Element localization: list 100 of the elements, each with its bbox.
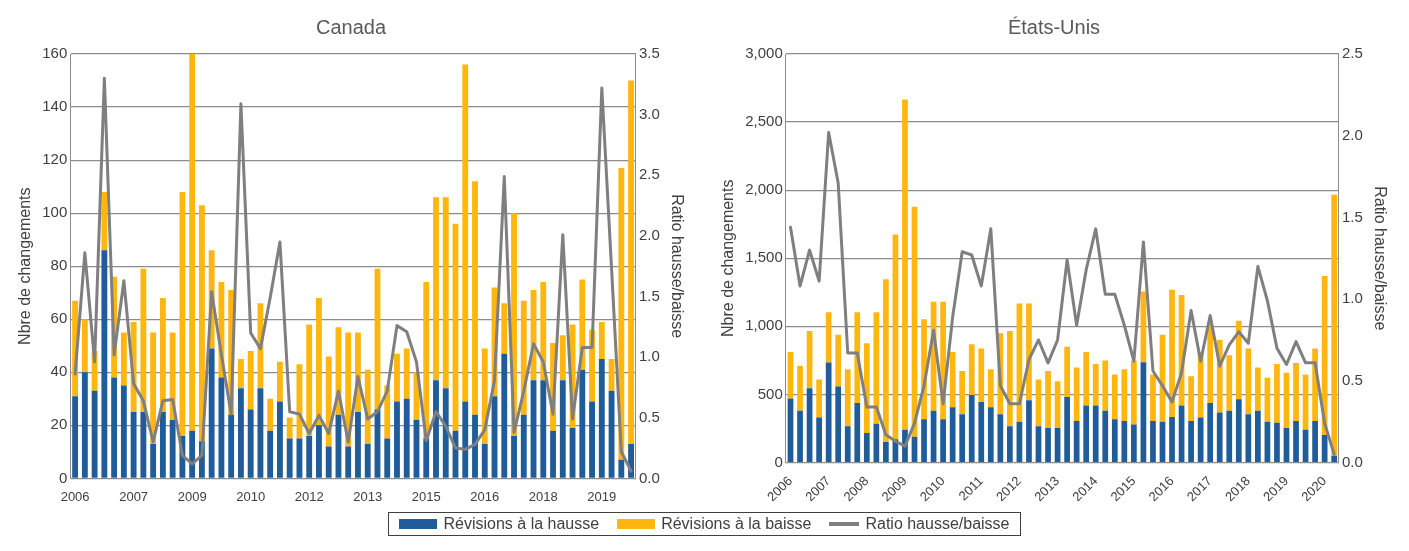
bar xyxy=(816,379,822,418)
bar xyxy=(1197,417,1204,462)
bar xyxy=(1226,355,1233,411)
y-tick-label: 20 xyxy=(50,415,68,433)
bar xyxy=(159,298,166,413)
bar xyxy=(550,430,556,478)
y2-tick-label: 2.0 xyxy=(638,226,660,244)
bar xyxy=(1007,426,1013,462)
bar xyxy=(355,412,361,478)
bar xyxy=(169,420,176,478)
bar xyxy=(1293,420,1299,462)
bar xyxy=(316,298,322,426)
bar xyxy=(1293,362,1299,421)
bar xyxy=(844,369,851,427)
bar xyxy=(835,334,842,387)
bar xyxy=(1169,416,1175,462)
bar xyxy=(844,426,851,462)
bar xyxy=(559,335,566,381)
y-tick-label: 160 xyxy=(42,44,68,62)
y-tick-label: 0 xyxy=(58,468,68,486)
bar xyxy=(472,181,478,415)
bar xyxy=(1150,374,1156,421)
bar xyxy=(883,442,889,462)
bar xyxy=(825,362,832,462)
bar xyxy=(306,324,313,436)
bar xyxy=(277,401,283,478)
bar xyxy=(816,417,822,462)
y2-tick-label: 0.5 xyxy=(1341,370,1363,388)
bar xyxy=(237,388,244,478)
bar xyxy=(433,197,439,381)
bar xyxy=(1321,434,1328,462)
bar xyxy=(921,419,927,462)
bar xyxy=(364,443,371,478)
bar xyxy=(1026,400,1032,462)
bar xyxy=(120,332,127,386)
bar xyxy=(1274,364,1280,423)
bar xyxy=(442,197,449,389)
bar xyxy=(987,369,994,408)
bar xyxy=(589,401,595,478)
bar xyxy=(598,359,605,478)
bar xyxy=(1092,364,1099,406)
bar xyxy=(987,407,994,462)
legend-label: Révisions à la hausse xyxy=(443,515,600,533)
bar xyxy=(218,377,225,478)
y-tick-label: 40 xyxy=(50,362,68,380)
bar xyxy=(1207,324,1214,404)
bar xyxy=(1188,420,1194,462)
bar xyxy=(150,443,157,478)
bar xyxy=(968,344,975,396)
bar xyxy=(1045,371,1051,428)
bar xyxy=(159,412,166,478)
y-tick-label: 100 xyxy=(42,203,68,221)
bar xyxy=(403,348,410,399)
bar xyxy=(959,414,966,462)
bar xyxy=(1064,346,1070,397)
x-tick-label: 2012 xyxy=(294,488,324,504)
y2-tick-label: 1.5 xyxy=(1341,207,1363,225)
bar xyxy=(462,64,469,402)
bar xyxy=(949,407,956,462)
bar xyxy=(277,361,283,402)
bar xyxy=(1045,427,1051,462)
bar xyxy=(1073,420,1080,462)
bar xyxy=(883,279,889,443)
bar xyxy=(1083,351,1090,406)
bar xyxy=(101,250,108,478)
bar xyxy=(394,353,400,402)
y2-axis-title: Ratio hausse/baisse xyxy=(668,194,686,339)
bar xyxy=(959,371,966,415)
bar xyxy=(978,348,985,403)
bar xyxy=(228,414,235,478)
x-tick-label: 2006 xyxy=(60,488,90,504)
y2-tick-label: 0.5 xyxy=(638,407,660,425)
bar xyxy=(189,430,196,478)
chart-title: États-Unis xyxy=(1007,15,1101,38)
bar xyxy=(628,80,634,444)
bar xyxy=(1111,374,1118,420)
bar xyxy=(854,403,861,462)
y2-tick-label: 0.0 xyxy=(638,468,660,486)
bar xyxy=(247,409,254,478)
bar xyxy=(345,446,352,478)
bar xyxy=(267,398,274,431)
bar xyxy=(997,414,1004,462)
bar xyxy=(247,351,254,410)
y-tick-label: 1,000 xyxy=(745,316,783,334)
bar xyxy=(179,191,186,436)
bar xyxy=(559,380,566,478)
bar xyxy=(511,435,517,478)
bar xyxy=(1255,410,1261,462)
bar xyxy=(940,419,946,462)
bar xyxy=(316,425,322,478)
bar xyxy=(1064,396,1070,462)
bar xyxy=(949,351,956,408)
bar xyxy=(1092,405,1099,462)
legend-label: Révisions à la baisse xyxy=(661,515,812,533)
x-tick-label: 2009 xyxy=(177,488,207,504)
y2-axis-title: Ratio hausse/baisse xyxy=(1371,186,1389,331)
bar xyxy=(130,412,137,478)
bar xyxy=(1235,399,1242,462)
bar xyxy=(863,433,870,462)
y-tick-label: 1,500 xyxy=(745,248,783,266)
